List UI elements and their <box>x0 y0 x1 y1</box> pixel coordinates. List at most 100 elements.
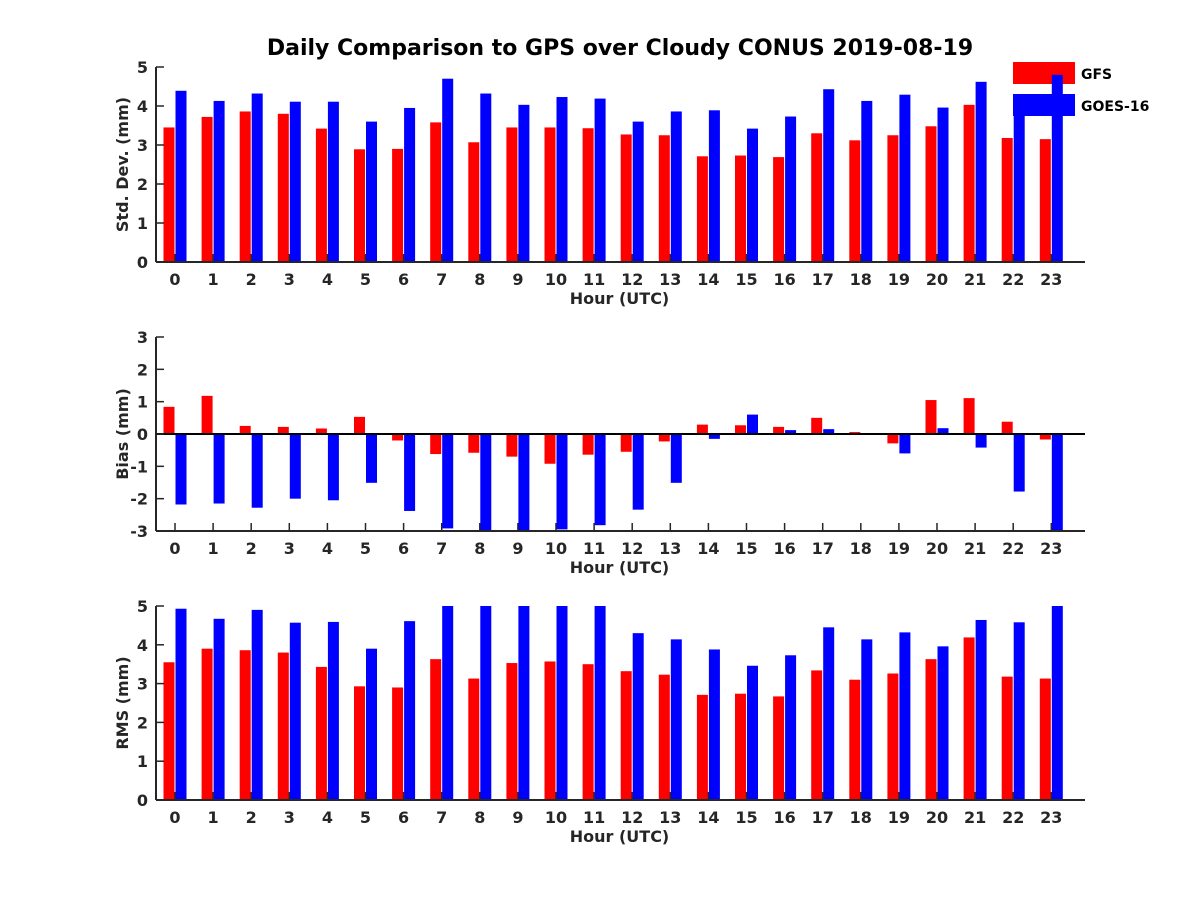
bar-gfs-hour-23 <box>1039 678 1051 800</box>
bar-gfs-hour-4 <box>315 128 327 262</box>
bar-goes16-hour-4 <box>327 621 339 800</box>
x-tick-label: 20 <box>926 808 948 827</box>
bar-goes16-hour-11 <box>594 434 606 526</box>
legend-label-gfs: GFS <box>1081 67 1112 83</box>
x-tick-label: 14 <box>697 539 719 558</box>
x-tick-label: 12 <box>621 270 643 289</box>
bar-gfs-hour-13 <box>658 674 670 800</box>
y-tick-label: 4 <box>137 636 148 655</box>
bar-goes16-hour-1 <box>213 618 225 800</box>
x-tick-label: 23 <box>1040 270 1062 289</box>
bar-goes16-hour-10 <box>556 606 568 800</box>
bar-gfs-hour-10 <box>544 127 556 262</box>
bar-gfs-hour-5 <box>354 149 365 262</box>
x-tick-label: 15 <box>735 270 757 289</box>
bar-goes16-hour-11 <box>594 98 606 262</box>
x-tick-label: 3 <box>284 808 295 827</box>
bar-gfs-hour-12 <box>620 671 632 800</box>
bar-goes16-hour-1 <box>213 100 225 263</box>
bar-gfs-hour-17 <box>811 133 823 262</box>
y-tick-label: -1 <box>130 457 148 476</box>
bar-goes16-hour-15 <box>747 414 758 434</box>
x-tick-label: 5 <box>360 270 371 289</box>
bar-goes16-hour-23 <box>1051 606 1063 800</box>
bar-goes16-hour-14 <box>708 110 720 262</box>
bar-gfs-hour-7 <box>430 122 442 262</box>
bar-gfs-hour-5 <box>354 416 365 434</box>
bar-goes16-hour-2 <box>251 93 263 263</box>
bar-gfs-hour-13 <box>658 434 670 442</box>
x-axis-label: Hour (UTC) <box>570 558 670 577</box>
x-tick-label: 6 <box>398 808 409 827</box>
x-tick-label: 0 <box>169 808 180 827</box>
x-tick-label: 16 <box>773 808 795 827</box>
bar-goes16-hour-5 <box>366 121 377 262</box>
bar-gfs-hour-9 <box>506 127 518 262</box>
bar-goes16-hour-13 <box>670 639 682 800</box>
bar-goes16-hour-9 <box>518 434 530 531</box>
bar-goes16-hour-6 <box>404 107 416 262</box>
bar-gfs-hour-19 <box>887 673 899 800</box>
bar-gfs-hour-2 <box>239 111 251 263</box>
x-tick-label: 12 <box>621 808 643 827</box>
bar-gfs-hour-18 <box>849 140 861 262</box>
y-tick-label: -2 <box>130 490 148 509</box>
bar-gfs-hour-20 <box>925 400 937 434</box>
bar-goes16-hour-6 <box>404 621 416 800</box>
x-tick-label: 0 <box>169 539 180 558</box>
y-tick-label: 1 <box>137 393 148 412</box>
bar-goes16-hour-9 <box>518 104 530 262</box>
y-tick-label: 2 <box>137 175 148 194</box>
bar-gfs-hour-21 <box>963 398 975 434</box>
x-tick-label: 18 <box>850 539 872 558</box>
bar-gfs-hour-1 <box>201 395 213 434</box>
bar-gfs-hour-8 <box>468 434 480 453</box>
chart-title: Daily Comparison to GPS over Cloudy CONU… <box>267 36 973 61</box>
x-tick-label: 8 <box>474 539 485 558</box>
bar-gfs-hour-11 <box>582 434 594 455</box>
x-tick-label: 9 <box>512 808 523 827</box>
y-tick-label: 0 <box>137 425 148 444</box>
x-tick-label: 4 <box>322 270 333 289</box>
x-tick-label: 21 <box>964 539 986 558</box>
x-tick-label: 17 <box>812 270 834 289</box>
bar-goes16-hour-8 <box>480 606 492 800</box>
bar-goes16-hour-15 <box>747 665 758 800</box>
x-tick-label: 7 <box>436 539 447 558</box>
y-tick-label: 5 <box>137 58 148 77</box>
bar-gfs-hour-22 <box>1001 421 1013 434</box>
bar-goes16-hour-23 <box>1051 74 1063 262</box>
bar-goes16-hour-15 <box>747 128 758 262</box>
bar-goes16-hour-22 <box>1013 97 1025 262</box>
bar-goes16-hour-20 <box>937 646 949 800</box>
bar-gfs-hour-12 <box>620 134 632 262</box>
x-tick-label: 9 <box>512 270 523 289</box>
bar-gfs-hour-22 <box>1001 676 1013 800</box>
bar-goes16-hour-1 <box>213 434 225 504</box>
x-tick-label: 15 <box>735 808 757 827</box>
bar-goes16-hour-16 <box>785 116 797 262</box>
bar-gfs-hour-14 <box>696 694 708 800</box>
bar-goes16-hour-19 <box>899 632 911 800</box>
y-axis-label: RMS (mm) <box>113 656 132 749</box>
y-tick-label: 0 <box>137 791 148 810</box>
bar-gfs-hour-19 <box>887 135 899 262</box>
bar-gfs-hour-9 <box>506 434 518 457</box>
y-tick-label: -3 <box>130 522 148 541</box>
y-tick-label: 0 <box>137 253 148 272</box>
x-tick-label: 8 <box>474 808 485 827</box>
x-tick-label: 16 <box>773 539 795 558</box>
bar-gfs-hour-21 <box>963 104 975 262</box>
x-tick-label: 13 <box>659 270 681 289</box>
bar-gfs-hour-15 <box>735 155 746 262</box>
x-tick-label: 21 <box>964 808 986 827</box>
bar-goes16-hour-3 <box>289 101 301 263</box>
x-tick-label: 13 <box>659 539 681 558</box>
bar-gfs-hour-0 <box>163 406 175 434</box>
bar-goes16-hour-3 <box>289 622 301 800</box>
y-axis-label: Bias (mm) <box>113 388 132 480</box>
bar-gfs-hour-17 <box>811 417 823 434</box>
bar-gfs-hour-17 <box>811 670 823 800</box>
x-tick-label: 17 <box>812 808 834 827</box>
